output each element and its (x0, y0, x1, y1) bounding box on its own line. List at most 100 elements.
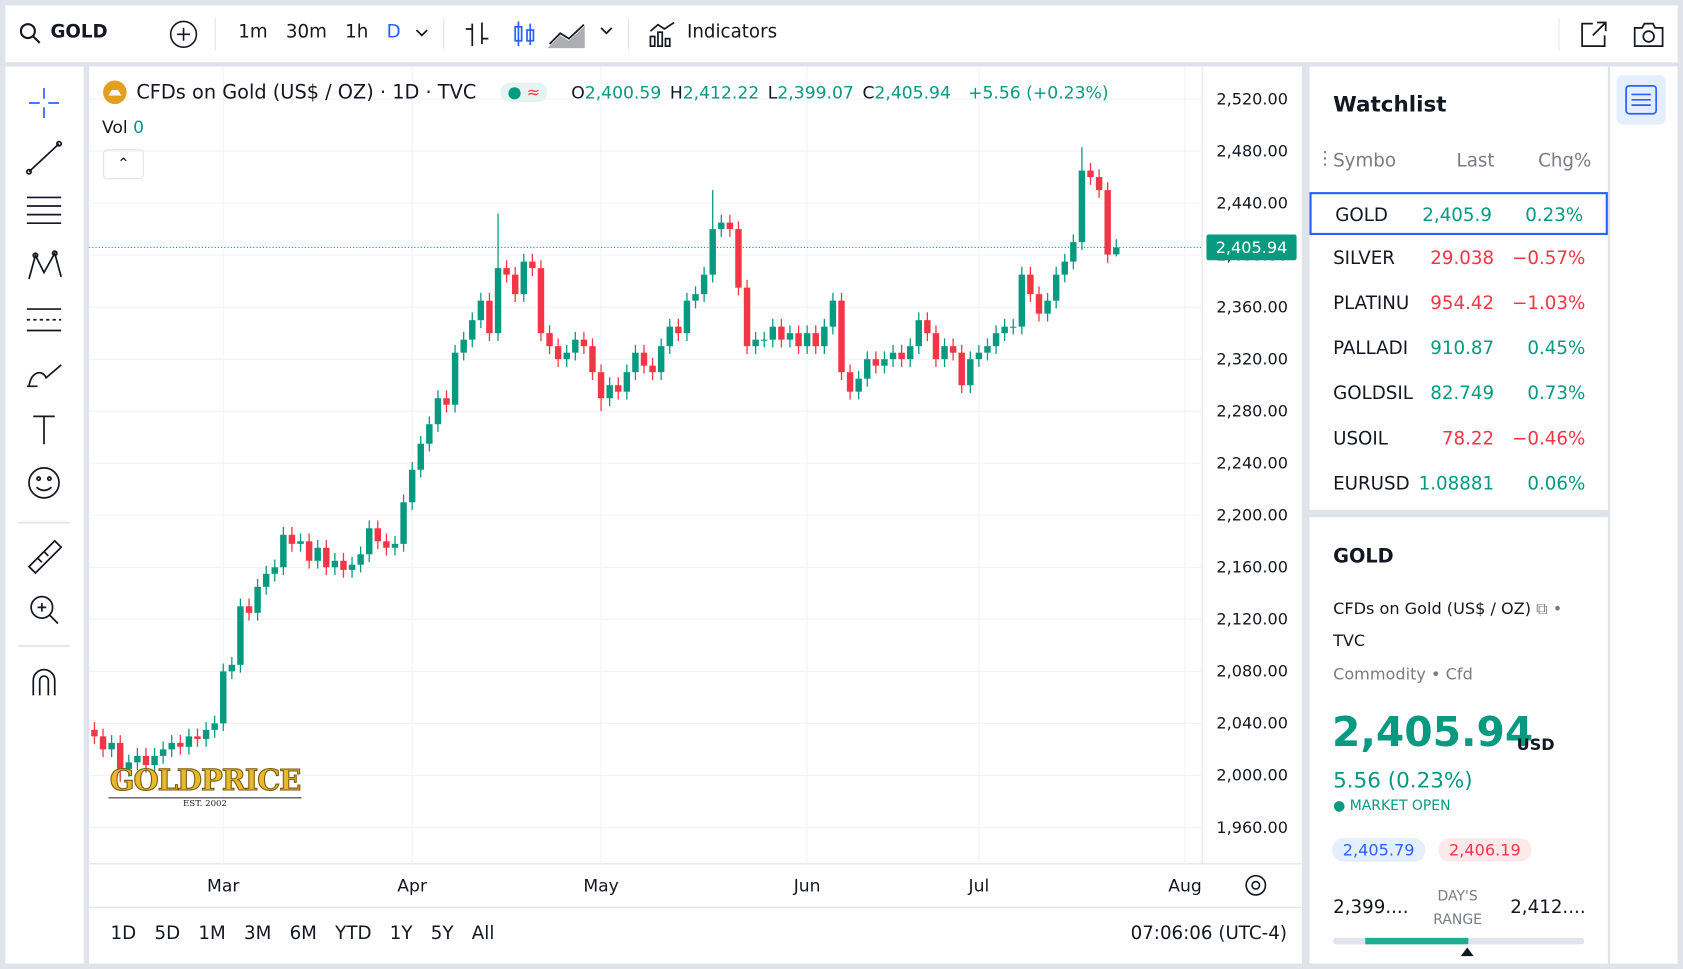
candle-body (262, 573, 270, 587)
candle-body (606, 385, 613, 399)
candle-body (494, 268, 502, 334)
row-symbol: SILVER (1333, 247, 1395, 270)
candle-body (864, 359, 871, 379)
candle-body (958, 352, 965, 386)
candle-body (469, 320, 476, 340)
range-button[interactable]: 6M (289, 922, 317, 945)
row-last: 29.038 (1430, 247, 1495, 270)
candle-body (383, 541, 390, 548)
ohlc-legend: O2,400.59 H2,412.22 L2,399.07 C2,405.94 (571, 82, 959, 102)
ohlc-label: H (669, 82, 683, 103)
candle-body (615, 385, 622, 392)
watchlist-row[interactable]: PLATINU 954.42 −1.03% (1309, 282, 1607, 325)
logo-est: EST. 2002 (108, 797, 302, 808)
status-pill: ● ≈ (499, 82, 548, 102)
volume-value: 0 (133, 116, 145, 138)
candle-body (297, 541, 304, 544)
candle-body (838, 300, 845, 373)
symbol[interactable]: GOLD (50, 21, 108, 43)
candle-body (726, 222, 734, 230)
candle-body (975, 352, 983, 360)
range-buttons: 1D 5D 1M 3M 6M YTD 1Y 5Y All (111, 923, 495, 944)
candle-body (700, 274, 708, 295)
candle-body (675, 326, 682, 334)
watchlist-button[interactable] (1616, 75, 1666, 125)
snapshot-icon[interactable] (1631, 18, 1665, 50)
details-panel: GOLD CFDs on Gold (US$ / OZ) ⧉ • TVC Com… (1309, 517, 1608, 964)
indicators-icon[interactable] (647, 19, 677, 49)
interval[interactable]: D (386, 21, 401, 43)
y-tick-label: 2,160.00 (1216, 558, 1288, 577)
candle-body (305, 541, 313, 561)
candle-body (640, 352, 648, 366)
row-last: 82.749 (1430, 383, 1495, 405)
watchlist-row[interactable]: GOLDSIL 82.749 0.73% (1309, 372, 1607, 415)
candle-body (220, 671, 227, 724)
candle-body (1035, 294, 1043, 314)
candle-body (743, 287, 751, 347)
interval[interactable]: 30m (285, 21, 327, 43)
watchlist-row[interactable]: SILVER 29.038 −0.57% (1309, 237, 1607, 280)
candle-body (881, 359, 888, 366)
indicators-button[interactable]: Indicators (686, 21, 778, 43)
candle-body (177, 742, 184, 747)
candle-body (417, 443, 424, 470)
watchlist-row[interactable]: GOLD 2,405.9 0.23% (1309, 192, 1608, 236)
candle-body (563, 352, 570, 360)
range-button[interactable]: 1M (198, 922, 226, 945)
popout-icon[interactable] (1578, 18, 1610, 50)
y-tick-label: 2,200.00 (1216, 506, 1288, 525)
candle-body (460, 339, 467, 353)
candle-body (572, 339, 579, 353)
candle-body (846, 372, 854, 392)
candle-body (134, 755, 141, 763)
candle-body (99, 736, 107, 750)
range-button[interactable]: 5Y (430, 922, 454, 945)
range-button[interactable]: 5D (154, 922, 181, 945)
details-change: 5.56 (0.23%) (1333, 767, 1473, 794)
y-tick-label: 2,280.00 (1216, 402, 1288, 421)
interval[interactable]: 1h (345, 21, 369, 43)
description: CFDs on Gold (US$ / OZ) (1333, 598, 1531, 619)
range-button[interactable]: 1D (110, 922, 137, 945)
candle-body (185, 736, 193, 747)
x-tick-label: May (583, 877, 618, 897)
range-button[interactable]: 1Y (389, 922, 413, 945)
chart: 1,960.00 2,000.00 2,040.00 2,080.00 2,120.00… (89, 66, 1302, 897)
search-icon[interactable] (18, 21, 44, 47)
range-fill (1365, 937, 1469, 945)
candle-body (1087, 170, 1094, 178)
type: Commodity (1333, 664, 1426, 684)
candle-body (554, 346, 562, 360)
candle-body (194, 736, 201, 739)
interval[interactable]: 1m (238, 21, 268, 43)
y-tick-label: 2,480.00 (1216, 141, 1288, 160)
watchlist-row[interactable]: PALLADI 910.87 0.45% (1309, 327, 1607, 370)
interval-menu[interactable] (413, 27, 430, 40)
row-last: 78.22 (1441, 428, 1495, 450)
settings-icon[interactable] (1242, 871, 1270, 899)
drawing-tools[interactable] (5, 67, 83, 732)
range-button[interactable]: 3M (243, 922, 272, 945)
ohlc-value: 2,405.94 (874, 82, 951, 103)
y-tick-label: 2,520.00 (1216, 89, 1288, 108)
add-symbol[interactable] (169, 19, 199, 49)
x-tick-label: Apr (397, 877, 428, 897)
candle-body (211, 723, 218, 730)
watchlist-row[interactable]: EURUSD 1.08881 0.06% (1309, 463, 1607, 506)
chart-type-icons[interactable] (462, 18, 623, 50)
range-button[interactable]: YTD (335, 922, 372, 945)
watchlist-title: Watchlist (1333, 91, 1447, 117)
right-sidebar (1610, 66, 1678, 964)
subtype: Cfd (1445, 664, 1473, 684)
candle-body (872, 359, 880, 366)
range-button[interactable]: All (471, 922, 495, 945)
watchlist-row[interactable]: USOIL 78.22 −0.46% (1309, 417, 1607, 460)
candle-body (829, 300, 837, 327)
candle-body (803, 333, 811, 347)
row-symbol: PLATINU (1333, 292, 1410, 315)
ohlc-value: 2,400.59 (584, 82, 662, 103)
candle-body (589, 346, 596, 373)
collapse-button[interactable]: ⌃ (103, 149, 144, 180)
